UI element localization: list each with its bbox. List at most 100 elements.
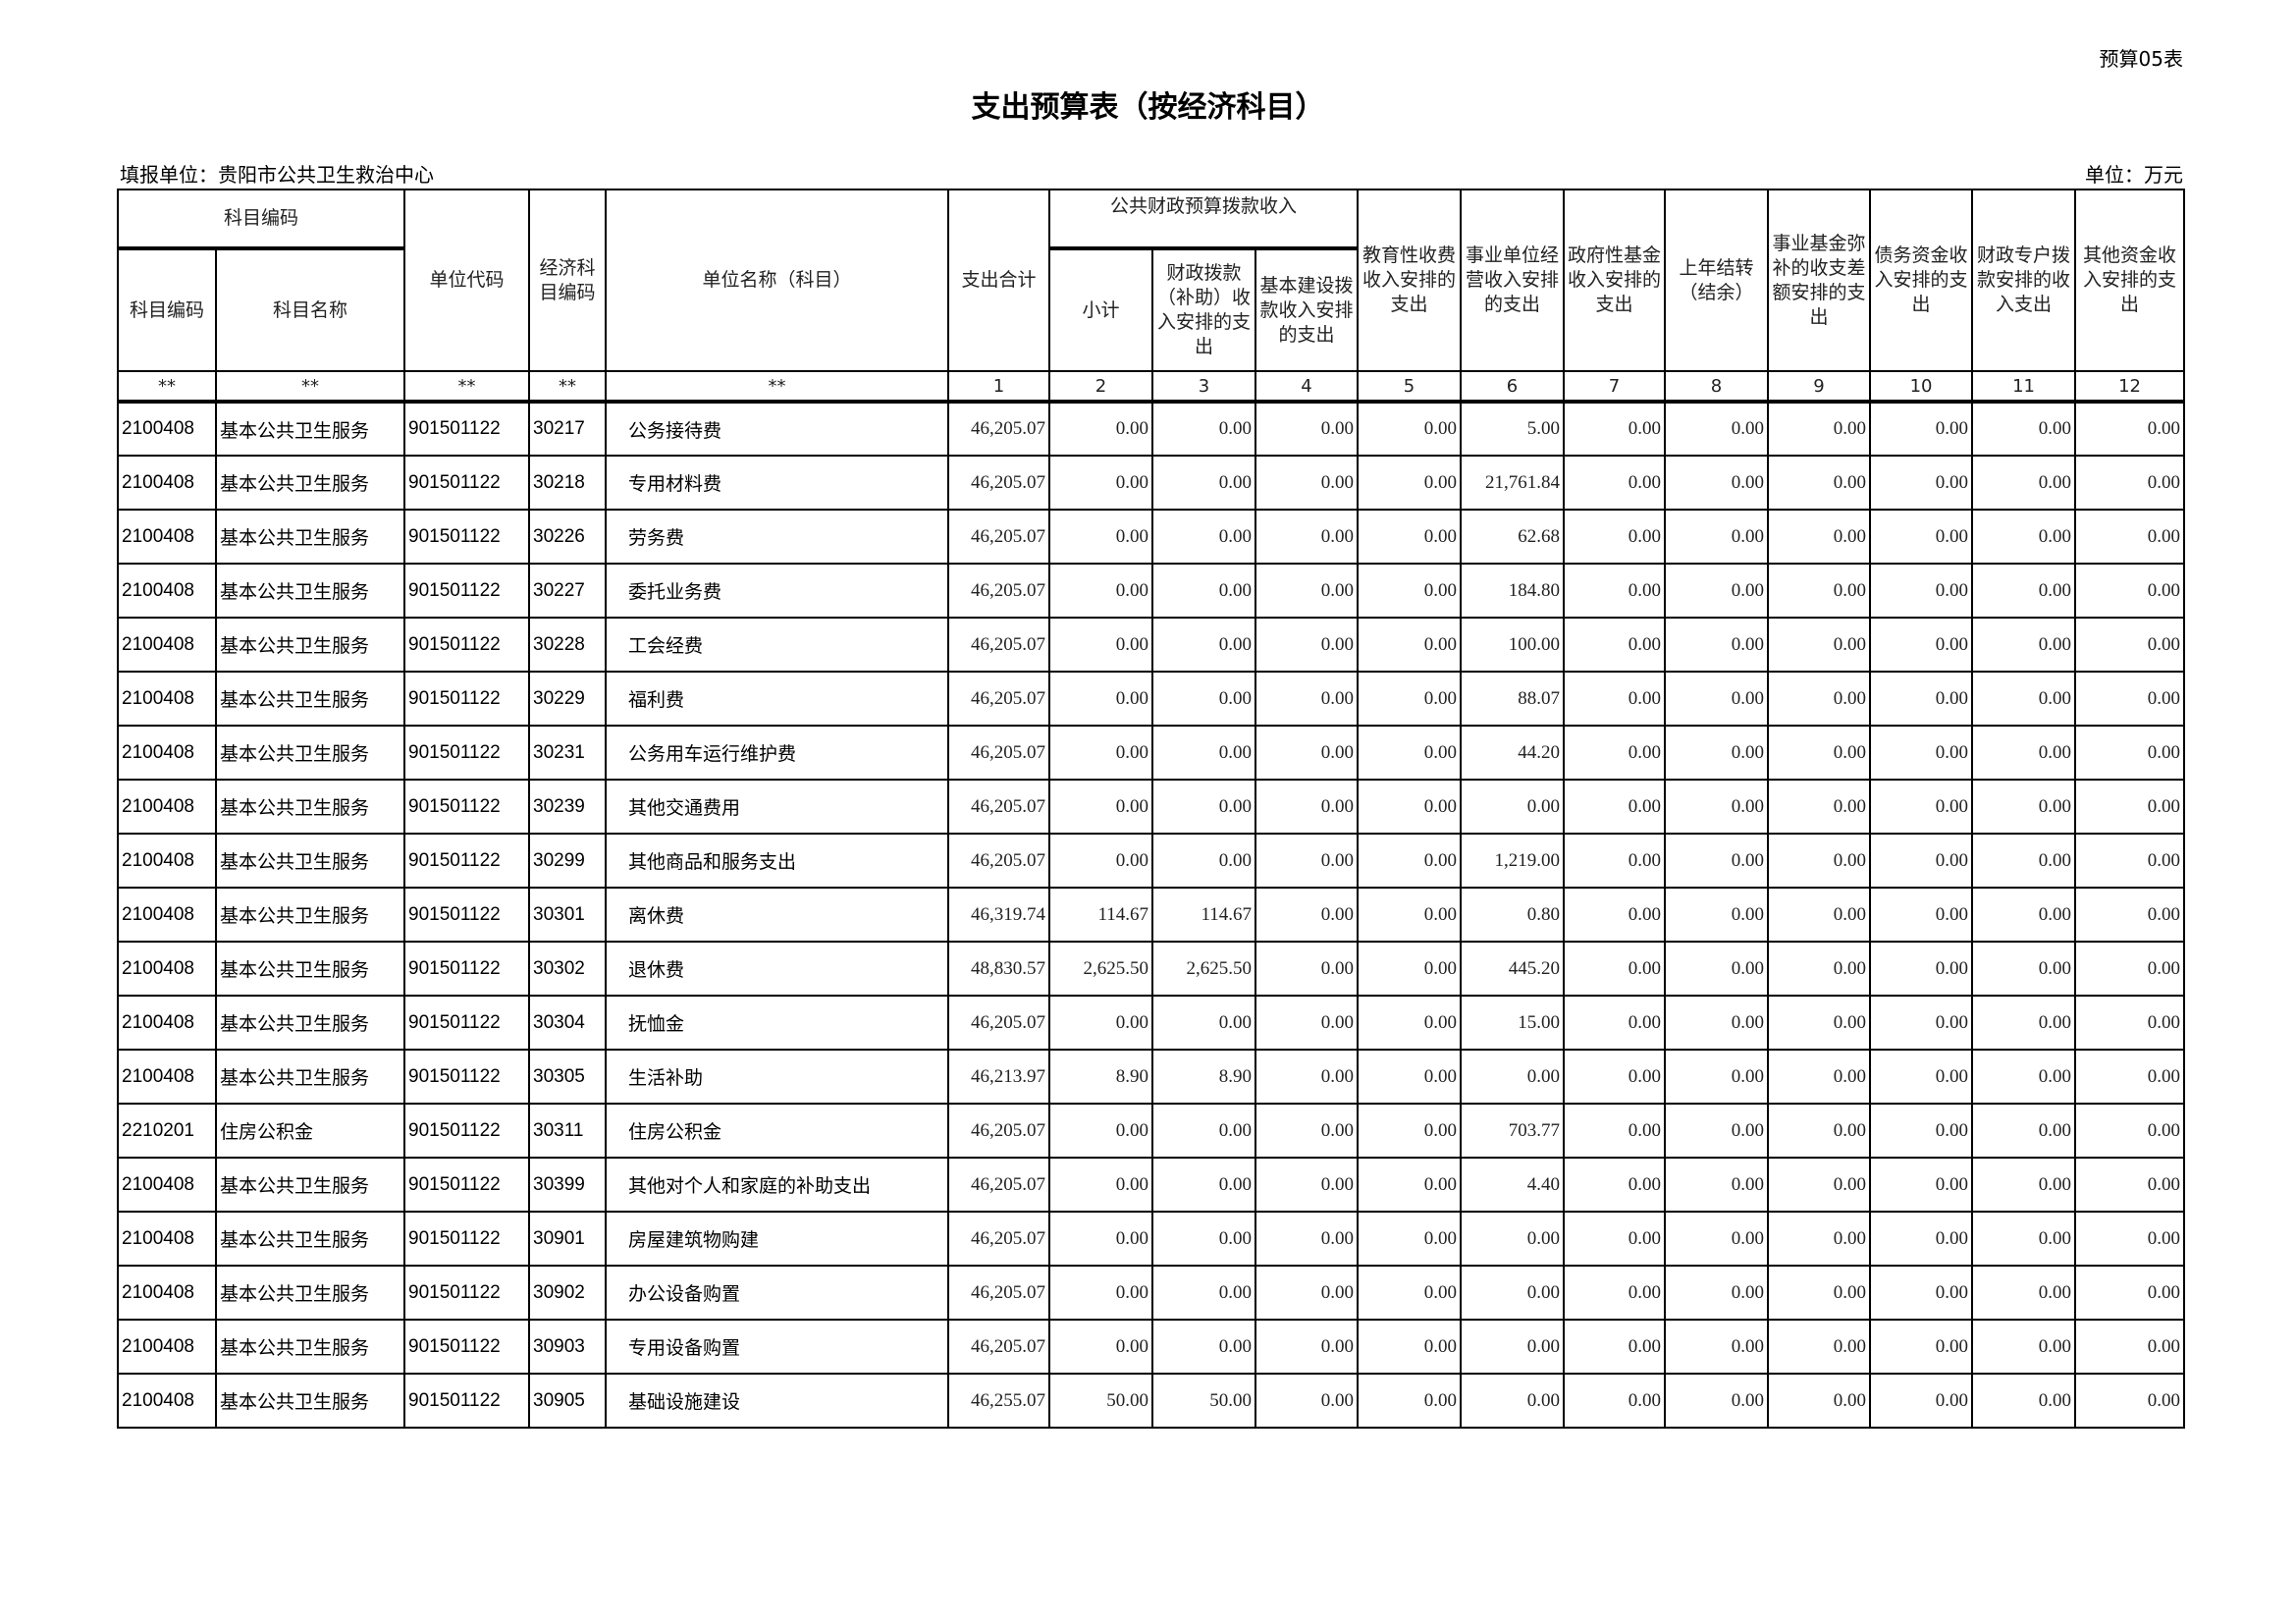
amount-cell: 0.00 bbox=[1971, 1373, 2077, 1429]
econ-code-cell: 30399 bbox=[528, 1157, 608, 1213]
amount-cell: 0.00 bbox=[1869, 779, 1974, 835]
amount-cell: 2,625.50 bbox=[1151, 941, 1257, 997]
econ-name-cell: 其他交通费用 bbox=[605, 779, 950, 835]
amount-cell: 0.00 bbox=[1971, 563, 2077, 619]
amount-cell: 46,205.07 bbox=[947, 725, 1051, 781]
amount-cell: 0.00 bbox=[1357, 509, 1463, 565]
amount-cell: 0.00 bbox=[1357, 1265, 1463, 1321]
amount-cell: 0.00 bbox=[1255, 1373, 1360, 1429]
amount-cell: 0.00 bbox=[1767, 563, 1872, 619]
econ-name-cell: 专用设备购置 bbox=[605, 1319, 950, 1375]
econ-code-cell: 30301 bbox=[528, 887, 608, 943]
amount-cell: 0.00 bbox=[2074, 995, 2186, 1051]
amount-cell: 0.00 bbox=[1048, 1211, 1154, 1267]
econ-code-cell: 30231 bbox=[528, 725, 608, 781]
unit-code-cell: 901501122 bbox=[403, 887, 531, 943]
unit-code-cell: 901501122 bbox=[403, 671, 531, 727]
econ-name-cell: 工会经费 bbox=[605, 617, 950, 673]
subject-name-cell: 基本公共卫生服务 bbox=[214, 509, 406, 565]
econ-name-cell: 公务用车运行维护费 bbox=[605, 725, 950, 781]
amount-cell: 0.00 bbox=[1357, 779, 1463, 835]
table-row: 2100408 基本公共卫生服务 901501122 30227 委托业务费 46,205… bbox=[117, 563, 2186, 619]
econ-name-cell: 其他商品和服务支出 bbox=[605, 833, 950, 889]
column-index-cell: ** bbox=[403, 370, 531, 403]
amount-cell: 0.00 bbox=[1255, 995, 1360, 1051]
amount-cell: 0.00 bbox=[1869, 1157, 1974, 1213]
amount-cell: 46,205.07 bbox=[947, 671, 1051, 727]
amount-cell: 46,205.07 bbox=[947, 1211, 1051, 1267]
subject-code-cell: 2100408 bbox=[117, 1373, 217, 1429]
header-business-fund: 事业基金弥补的收支差额安排的支出 bbox=[1767, 189, 1872, 372]
header-subtotal: 小计 bbox=[1048, 247, 1154, 372]
header-econ-code: 经济科目编码 bbox=[528, 189, 608, 372]
amount-cell: 0.00 bbox=[2074, 1265, 2186, 1321]
header-unit-name: 单位名称（科目） bbox=[605, 189, 950, 372]
amount-cell: 0.00 bbox=[1357, 833, 1463, 889]
econ-name-cell: 公务接待费 bbox=[605, 401, 950, 457]
amount-cell: 0.00 bbox=[1971, 1319, 2077, 1375]
amount-cell: 0.00 bbox=[1869, 1265, 1974, 1321]
subject-name-cell: 基本公共卫生服务 bbox=[214, 833, 406, 889]
amount-cell: 0.00 bbox=[1767, 1319, 1872, 1375]
amount-cell: 0.00 bbox=[1971, 779, 2077, 835]
unit-code-cell: 901501122 bbox=[403, 1157, 531, 1213]
amount-cell: 0.00 bbox=[1151, 1211, 1257, 1267]
amount-cell: 0.00 bbox=[1767, 509, 1872, 565]
amount-cell: 0.00 bbox=[1563, 941, 1667, 997]
amount-cell: 0.00 bbox=[1151, 1265, 1257, 1321]
econ-code-cell: 30311 bbox=[528, 1103, 608, 1159]
econ-code-cell: 30903 bbox=[528, 1319, 608, 1375]
amount-cell: 0.00 bbox=[1971, 1211, 2077, 1267]
unit-code-cell: 901501122 bbox=[403, 455, 531, 511]
amount-cell: 0.00 bbox=[2074, 1373, 2186, 1429]
econ-code-cell: 30218 bbox=[528, 455, 608, 511]
unit-code-cell: 901501122 bbox=[403, 1103, 531, 1159]
amount-cell: 0.80 bbox=[1460, 887, 1566, 943]
table-row: 2210201 住房公积金 901501122 30311 住房公积金 46,205.07… bbox=[117, 1103, 2186, 1159]
amount-cell: 2,625.50 bbox=[1048, 941, 1154, 997]
amount-cell: 0.00 bbox=[1971, 455, 2077, 511]
amount-cell: 0.00 bbox=[1357, 1373, 1463, 1429]
amount-cell: 0.00 bbox=[1563, 995, 1667, 1051]
unit-code-cell: 901501122 bbox=[403, 1265, 531, 1321]
unit-code-cell: 901501122 bbox=[403, 509, 531, 565]
column-index-cell: 4 bbox=[1255, 370, 1360, 403]
amount-cell: 46,205.07 bbox=[947, 995, 1051, 1051]
header-subject-name: 科目名称 bbox=[214, 247, 406, 372]
header-subject-code-group: 科目编码 bbox=[116, 189, 406, 250]
econ-name-cell: 专用材料费 bbox=[605, 455, 950, 511]
table-row: 2100408 基本公共卫生服务 901501122 30905 基础设施建设 46,25… bbox=[117, 1373, 2186, 1429]
amount-cell: 0.00 bbox=[1664, 995, 1770, 1051]
page-title: 支出预算表（按经济科目） bbox=[971, 90, 1325, 125]
subject-code-cell: 2210201 bbox=[117, 1103, 217, 1159]
amount-cell: 0.00 bbox=[1869, 995, 1974, 1051]
subject-name-cell: 基本公共卫生服务 bbox=[214, 455, 406, 511]
amount-cell: 46,205.07 bbox=[947, 833, 1051, 889]
amount-cell: 0.00 bbox=[1048, 1103, 1154, 1159]
amount-cell: 50.00 bbox=[1151, 1373, 1257, 1429]
amount-cell: 0.00 bbox=[1664, 887, 1770, 943]
amount-cell: 0.00 bbox=[1767, 779, 1872, 835]
amount-cell: 0.00 bbox=[1151, 833, 1257, 889]
amount-cell: 0.00 bbox=[1563, 455, 1667, 511]
amount-cell: 0.00 bbox=[1460, 1319, 1566, 1375]
amount-cell: 50.00 bbox=[1048, 1373, 1154, 1429]
subject-code-cell: 2100408 bbox=[117, 1049, 217, 1105]
subject-code-cell: 2100408 bbox=[117, 833, 217, 889]
econ-code-cell: 30229 bbox=[528, 671, 608, 727]
unit-code-cell: 901501122 bbox=[403, 401, 531, 457]
column-index-cell: ** bbox=[528, 370, 608, 403]
amount-cell: 0.00 bbox=[1563, 1049, 1667, 1105]
table-row: 2100408 基本公共卫生服务 901501122 30901 房屋建筑物购建 46,2… bbox=[117, 1211, 2186, 1267]
econ-code-cell: 30226 bbox=[528, 509, 608, 565]
amount-cell: 0.00 bbox=[1869, 455, 1974, 511]
amount-cell: 184.80 bbox=[1460, 563, 1566, 619]
unit-code-cell: 901501122 bbox=[403, 1211, 531, 1267]
column-index-cell: 7 bbox=[1563, 370, 1667, 403]
amount-cell: 0.00 bbox=[1664, 725, 1770, 781]
subject-name-cell: 基本公共卫生服务 bbox=[214, 1157, 406, 1213]
amount-cell: 0.00 bbox=[1664, 1265, 1770, 1321]
header-carryover: 上年结转（结余） bbox=[1664, 189, 1770, 372]
amount-cell: 0.00 bbox=[1255, 1265, 1360, 1321]
column-index-cell: 3 bbox=[1151, 370, 1257, 403]
